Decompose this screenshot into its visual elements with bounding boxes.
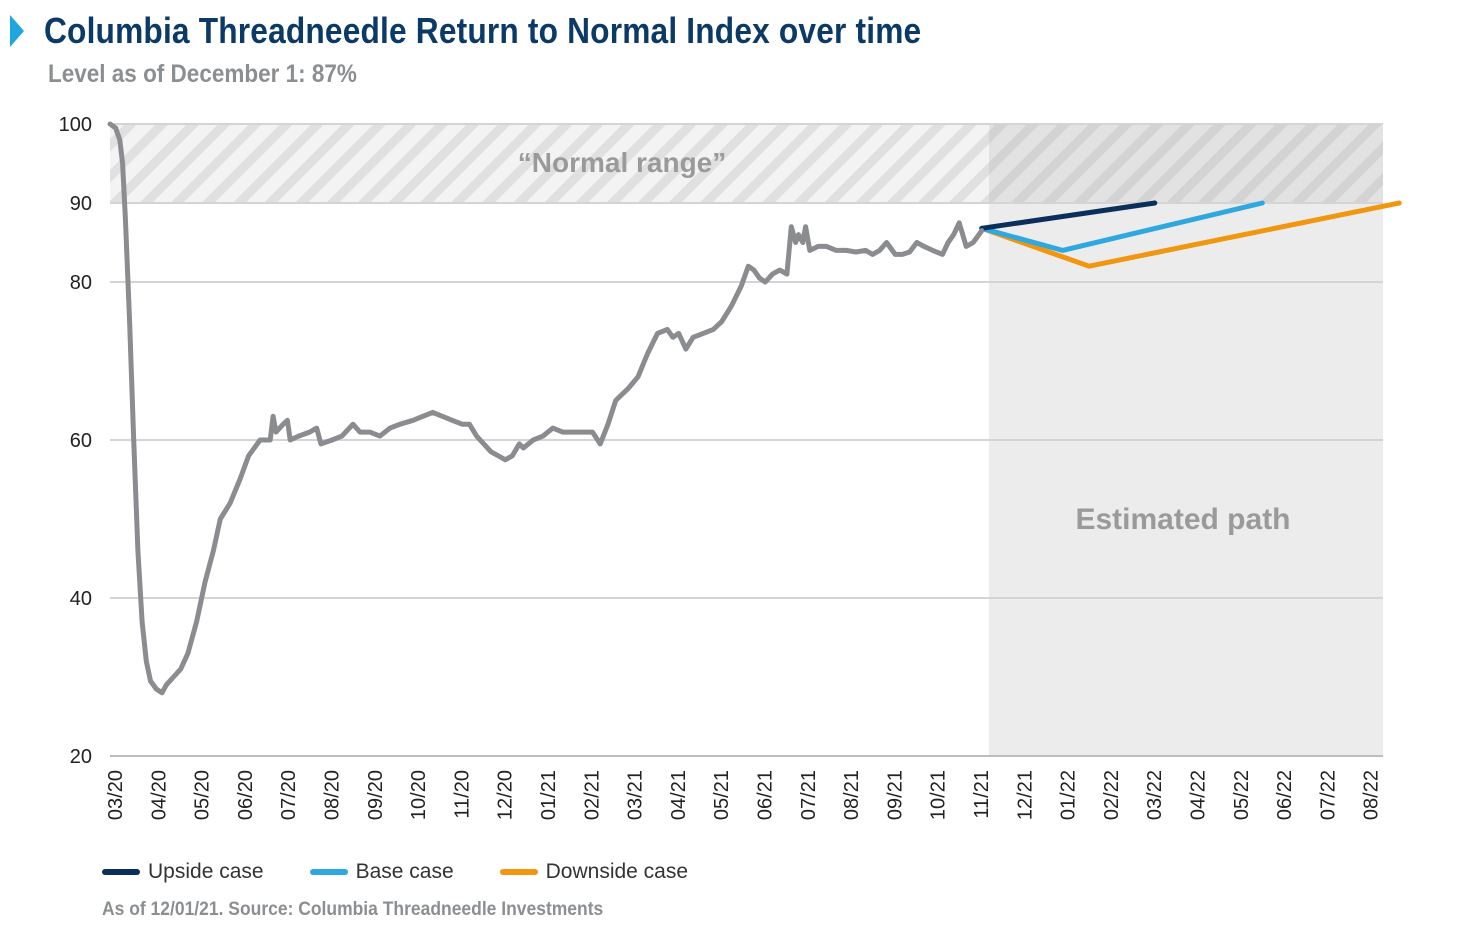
- x-tick-label: 07/22: [1317, 770, 1339, 820]
- x-tick-label: 07/20: [278, 770, 300, 820]
- y-tick-label: 80: [70, 272, 92, 294]
- legend-item-downside: Downside case: [499, 860, 689, 884]
- series-line-base: [979, 200, 1265, 253]
- legend-label-base: Base case: [355, 860, 454, 883]
- y-tick-label: 100: [59, 114, 92, 136]
- x-tick-label: 03/21: [625, 770, 647, 820]
- legend-item-base: Base case: [309, 860, 454, 884]
- x-tick-label: 12/21: [1014, 770, 1036, 820]
- x-tick-label: 05/21: [711, 770, 733, 820]
- legend-swatch-upside: [102, 869, 140, 875]
- x-tick-label: 02/21: [581, 770, 603, 820]
- x-tick-label: 05/20: [192, 770, 214, 820]
- normal-range-band-estimated: [988, 124, 1383, 203]
- title-arrow-icon: [10, 15, 24, 47]
- y-tick-label: 20: [70, 746, 92, 768]
- x-tick-label: 02/22: [1101, 770, 1123, 820]
- x-tick-label: 03/20: [105, 770, 127, 820]
- estimated-path-label: Estimated path: [1075, 503, 1290, 536]
- y-tick-label: 40: [70, 588, 92, 610]
- x-tick-label: 09/20: [365, 770, 387, 820]
- title-row: Columbia Threadneedle Return to Normal I…: [10, 10, 1041, 52]
- index-line: [107, 121, 985, 696]
- x-tick-label: 06/22: [1274, 770, 1296, 820]
- x-tick-label: 05/22: [1231, 770, 1253, 820]
- x-tick-label: 08/22: [1361, 770, 1383, 820]
- normal-range-label: “Normal range”: [518, 147, 727, 178]
- x-tick-label: 03/22: [1144, 770, 1166, 820]
- x-tick-label: 04/20: [148, 770, 170, 820]
- chart-title: Columbia Threadneedle Return to Normal I…: [44, 10, 922, 51]
- legend-label-downside: Downside case: [545, 860, 689, 883]
- x-tick-label: 06/20: [235, 770, 257, 820]
- x-tick-label: 01/22: [1058, 770, 1080, 820]
- legend-swatch-base: [309, 869, 348, 875]
- x-tick-label: 10/20: [408, 770, 430, 820]
- x-tick-label: 10/21: [928, 770, 950, 820]
- x-tick-label: 08/20: [322, 770, 344, 820]
- chart-subtitle: Level as of December 1: 87%: [48, 60, 357, 88]
- x-tick-label: 04/22: [1188, 770, 1210, 820]
- x-tick-label: 08/21: [841, 770, 863, 820]
- x-tick-label: 12/20: [495, 770, 517, 820]
- normal-range-band: [110, 124, 989, 203]
- series-line-upside: [979, 200, 1158, 231]
- series-line-downside: [979, 200, 1402, 269]
- legend-item-upside: Upside case: [102, 860, 264, 884]
- legend-label-upside: Upside case: [148, 860, 264, 883]
- x-tick-label: 09/21: [884, 770, 906, 820]
- legend-swatch-downside: [499, 869, 538, 875]
- x-tick-label: 11/20: [451, 770, 473, 819]
- y-tick-label: 60: [70, 430, 92, 452]
- legend: Upside case Base case Downside case: [102, 860, 734, 884]
- x-tick-label: 11/21: [971, 770, 993, 819]
- x-tick-label: 01/21: [538, 770, 560, 820]
- x-tick-label: 06/21: [755, 770, 777, 820]
- x-tick-label: 04/21: [668, 770, 690, 820]
- y-tick-label: 90: [70, 193, 92, 215]
- x-tick-label: 07/21: [798, 770, 820, 820]
- source-note: As of 12/01/21. Source: Columbia Threadn…: [102, 899, 604, 920]
